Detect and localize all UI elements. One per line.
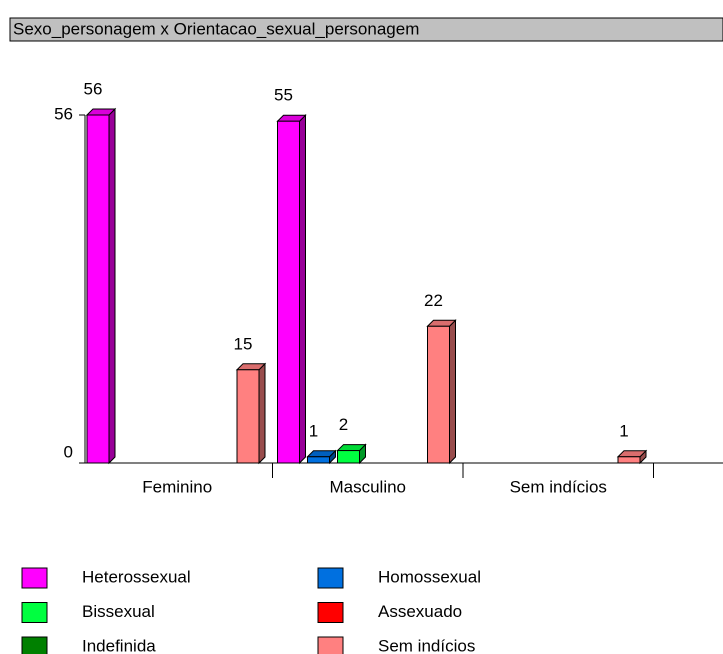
bar <box>277 120 300 464</box>
legend-label: Heterossexual <box>82 567 191 586</box>
bar <box>337 450 360 464</box>
value-label: 1 <box>619 421 628 440</box>
bar <box>236 369 260 464</box>
x-tick-label: Masculino <box>329 477 406 496</box>
legend-label: Sem indícios <box>378 636 475 654</box>
legend-label: Assexuado <box>378 602 462 621</box>
x-tick-label: Feminino <box>142 477 212 496</box>
value-label: 22 <box>424 291 443 310</box>
value-label: 55 <box>274 86 293 105</box>
bar <box>427 325 450 464</box>
chart-title: Sexo_personagem x Orientacao_sexual_pers… <box>13 19 419 38</box>
bar <box>617 456 641 464</box>
bar-side <box>449 319 456 465</box>
legend-swatch <box>21 567 48 589</box>
legend-swatch <box>317 567 344 589</box>
bar-side <box>108 107 116 465</box>
legend-label: Homossexual <box>378 567 481 586</box>
bar <box>307 456 330 464</box>
legend-swatch <box>317 636 344 654</box>
value-label: 56 <box>84 79 103 98</box>
bar <box>86 114 110 464</box>
y-tick-label: 0 <box>64 442 73 461</box>
legend-swatch <box>21 636 48 654</box>
x-tick-label: Sem indícios <box>510 477 607 496</box>
value-label: 1 <box>309 421 318 440</box>
legend-swatch <box>317 602 344 623</box>
value-label: 15 <box>234 334 253 353</box>
title-bar <box>9 17 723 42</box>
value-label: 2 <box>339 415 348 434</box>
y-tick-label: 56 <box>54 104 73 123</box>
bar-side <box>299 114 306 465</box>
legend-swatch <box>21 602 48 623</box>
legend-label: Indefinida <box>82 636 156 654</box>
bar-side <box>258 362 266 465</box>
legend-label: Bissexual <box>82 602 155 621</box>
